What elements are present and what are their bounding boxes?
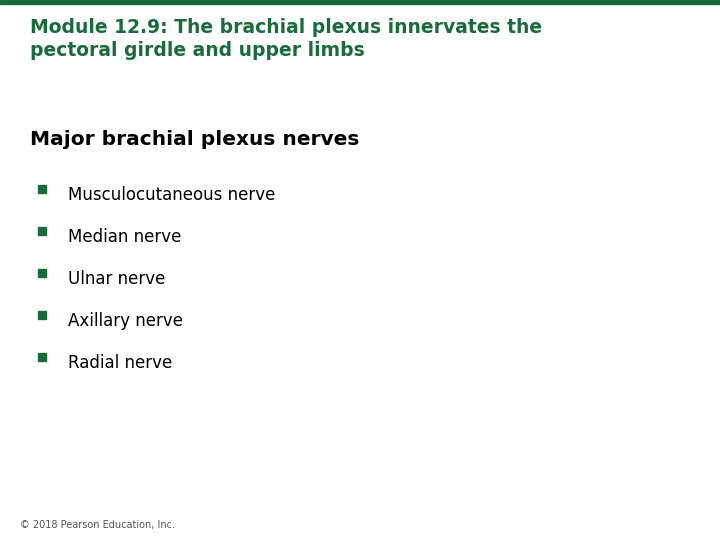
- Bar: [38, 227, 46, 235]
- Bar: [38, 311, 46, 319]
- Text: Module 12.9: The brachial plexus innervates the
pectoral girdle and upper limbs: Module 12.9: The brachial plexus innerva…: [30, 18, 542, 60]
- Text: © 2018 Pearson Education, Inc.: © 2018 Pearson Education, Inc.: [20, 520, 175, 530]
- Text: Ulnar nerve: Ulnar nerve: [68, 270, 166, 288]
- Bar: [38, 269, 46, 277]
- Bar: [38, 185, 46, 193]
- Bar: [38, 353, 46, 361]
- Text: Median nerve: Median nerve: [68, 228, 181, 246]
- Text: Musculocutaneous nerve: Musculocutaneous nerve: [68, 186, 275, 204]
- Text: Axillary nerve: Axillary nerve: [68, 312, 183, 330]
- Text: Major brachial plexus nerves: Major brachial plexus nerves: [30, 130, 359, 149]
- Text: Radial nerve: Radial nerve: [68, 354, 172, 372]
